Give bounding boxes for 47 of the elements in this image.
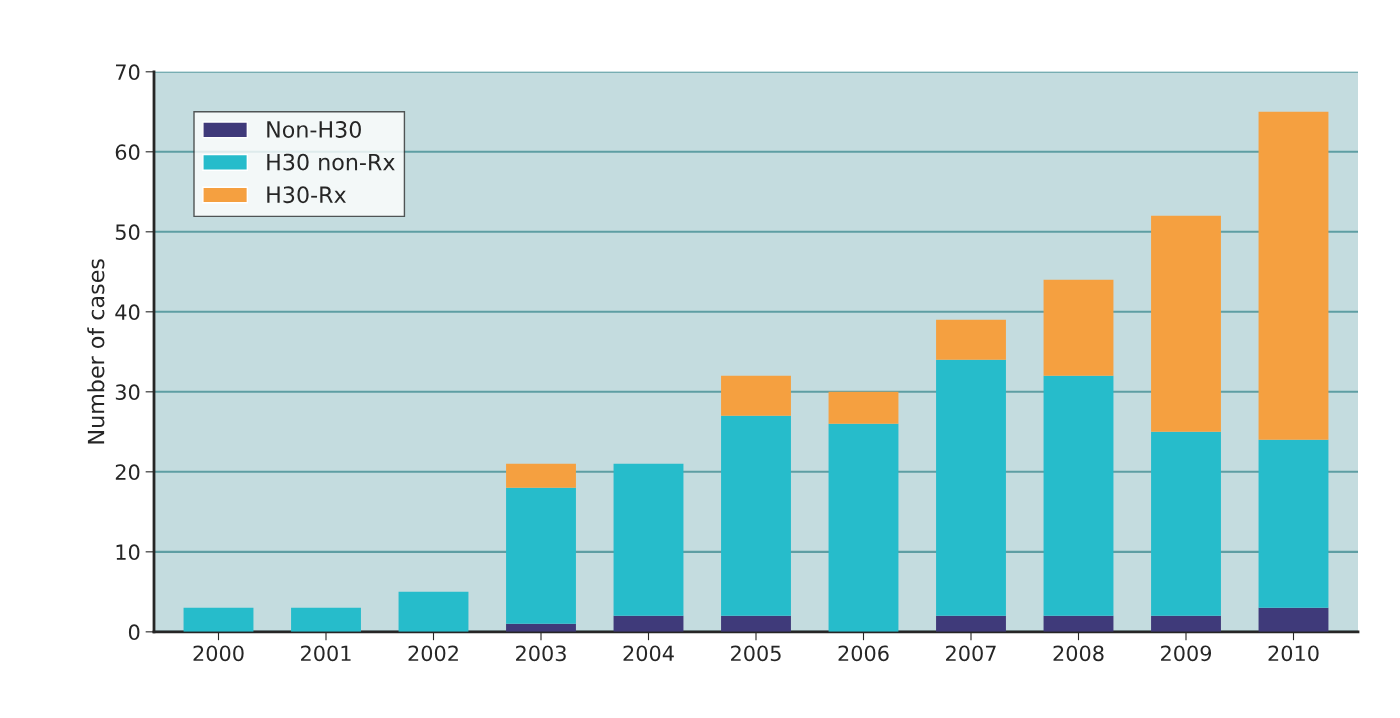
bar [1151,215,1221,432]
y-tick-label: 40 [115,304,140,321]
bar [828,423,899,632]
legend-label: H30-Rx [267,186,346,204]
bar [936,319,1006,360]
bar [1258,111,1329,440]
bar [936,615,1006,632]
x-tick-label: 2007 [946,645,996,662]
x-tick-label: 2010 [1268,645,1319,662]
bar [828,391,899,424]
legend-label: Non-H30 [267,121,361,138]
bar [506,487,576,624]
bar [291,607,361,632]
x-tick-label: 2001 [301,645,351,662]
y-axis-title: Number of cases [87,259,105,444]
bar [1258,439,1329,608]
bar [506,463,576,488]
x-tick-label: 2002 [408,645,458,662]
y-tick-label: 60 [115,144,140,161]
bar [183,607,254,632]
bar [613,463,684,616]
y-tick-label: 10 [116,544,140,561]
x-tick-label: 2009 [1161,645,1212,662]
x-tick-label: 2004 [623,645,674,662]
y-tick-label: 30 [115,384,140,401]
x-tick-label: 2005 [731,645,781,662]
legend-label: H30 non-Rx [267,153,395,171]
bar [398,591,469,632]
bar [613,615,684,632]
x-tick-label: 2006 [838,645,889,662]
y-tick-label: 0 [128,624,140,641]
bar [721,375,791,416]
bar [1043,375,1114,616]
bar [1151,431,1221,616]
y-tick-label: 20 [115,464,140,481]
y-tick-label: 50 [115,224,140,241]
x-tick-label: 2008 [1053,645,1104,662]
bar [1043,615,1114,632]
x-tick-label: 2000 [193,645,244,662]
bar [721,415,791,616]
bar [1258,607,1329,632]
y-tick-label: 70 [116,64,140,81]
bar [1043,279,1114,376]
bar [936,359,1006,616]
x-tick-label: 2003 [516,645,566,662]
bar [721,615,791,632]
bar [1151,615,1221,632]
